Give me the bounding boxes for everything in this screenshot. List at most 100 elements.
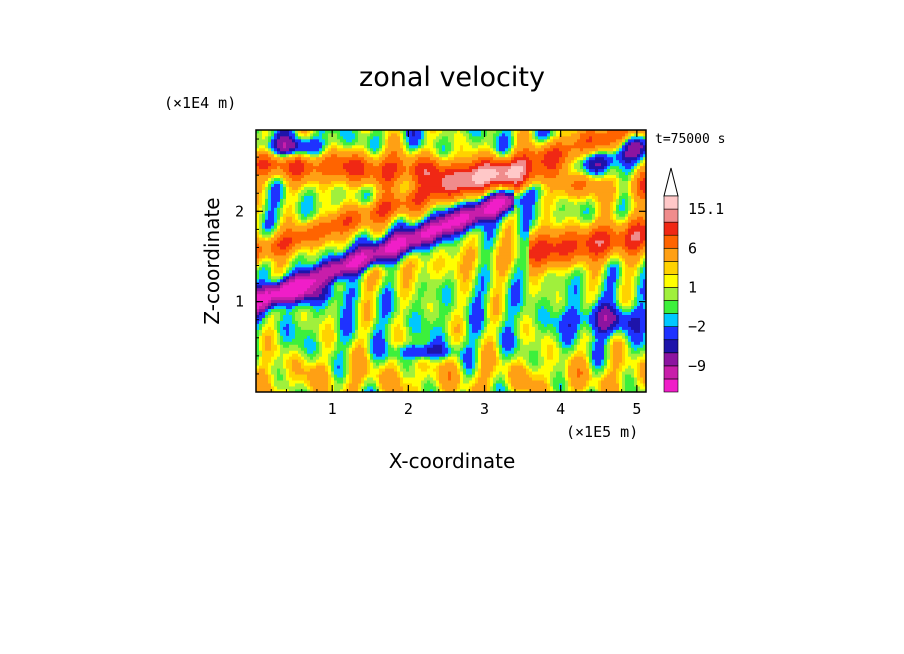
contour-cell	[397, 207, 401, 211]
contour-cell	[277, 287, 281, 292]
contour-cell	[373, 159, 377, 164]
contour-cell	[265, 147, 269, 152]
contour-cell	[391, 329, 395, 333]
contour-cell	[343, 231, 347, 235]
contour-cell	[421, 287, 425, 292]
contour-cell	[256, 255, 260, 259]
contour-cell	[334, 130, 338, 134]
contour-cell	[403, 308, 407, 313]
contour-cell	[286, 210, 290, 214]
contour-cell	[256, 198, 260, 202]
contour-cell	[292, 266, 296, 271]
contour-cell	[424, 198, 428, 202]
contour-cell	[403, 216, 407, 220]
contour-cell	[289, 353, 293, 357]
contour-cell	[265, 192, 269, 196]
contour-cell	[271, 216, 275, 220]
contour-cell	[364, 210, 368, 214]
contour-cell	[406, 332, 410, 336]
contour-cell	[397, 380, 401, 384]
contour-cell	[289, 302, 293, 307]
contour-cell	[358, 275, 362, 280]
contour-cell	[274, 353, 278, 357]
contour-cell	[397, 150, 401, 155]
contour-cell	[370, 359, 374, 363]
contour-cell	[364, 368, 368, 372]
contour-cell	[262, 153, 266, 158]
contour-cell	[262, 341, 266, 345]
contour-cell	[412, 138, 416, 143]
contour-cell	[307, 263, 311, 268]
contour-cell	[373, 198, 377, 202]
contour-cell	[376, 144, 380, 149]
contour-cell	[400, 204, 404, 208]
contour-cell	[283, 219, 287, 223]
contour-cell	[319, 302, 323, 307]
contour-cell	[391, 314, 395, 318]
contour-cell	[406, 165, 410, 170]
contour-cell	[262, 329, 266, 333]
contour-cell	[271, 338, 275, 342]
contour-cell	[256, 386, 260, 390]
contour-cell	[349, 296, 353, 301]
contour-cell	[415, 135, 419, 140]
contour-cell	[262, 347, 266, 351]
contour-cell	[274, 263, 278, 268]
contour-cell	[316, 350, 320, 354]
contour-cell	[421, 177, 425, 182]
contour-cell	[355, 138, 359, 143]
contour-cell	[409, 356, 413, 360]
contour-cell	[340, 231, 344, 235]
contour-cell	[385, 177, 389, 182]
contour-cell	[373, 311, 377, 315]
contour-cell	[298, 147, 302, 152]
contour-cell	[385, 216, 389, 220]
contour-cell	[301, 287, 305, 292]
contour-cell	[343, 302, 347, 307]
contour-cell	[403, 261, 407, 265]
contour-cell	[331, 159, 335, 164]
contour-cell	[349, 252, 353, 256]
contour-cell	[406, 204, 410, 208]
contour-cell	[298, 132, 302, 137]
contour-cell	[307, 130, 311, 134]
contour-cell	[277, 141, 281, 146]
contour-cell	[283, 323, 287, 327]
contour-cell	[268, 231, 272, 235]
contour-cell	[334, 162, 338, 167]
contour-cell	[415, 165, 419, 170]
contour-cell	[325, 237, 329, 241]
contour-cell	[346, 338, 350, 342]
contour-cell	[301, 338, 305, 342]
contour-cell	[307, 308, 311, 313]
contour-cell	[322, 219, 326, 223]
contour-cell	[295, 150, 299, 155]
contour-cell	[346, 138, 350, 143]
contour-cell	[307, 299, 311, 304]
contour-cell	[322, 320, 326, 324]
contour-cell	[418, 269, 422, 274]
contour-cell	[334, 284, 338, 289]
contour-cell	[379, 359, 383, 363]
contour-cell	[304, 293, 308, 298]
contour-cell	[307, 228, 311, 232]
contour-cell	[343, 135, 347, 140]
contour-cell	[346, 329, 350, 333]
contour-cell	[286, 380, 290, 384]
contour-cell	[364, 314, 368, 318]
contour-cell	[361, 189, 365, 193]
contour-cell	[334, 266, 338, 271]
contour-cell	[346, 174, 350, 179]
contour-cell	[334, 353, 338, 357]
contour-cell	[283, 296, 287, 301]
contour-cell	[364, 266, 368, 271]
contour-cell	[403, 281, 407, 286]
contour-cell	[385, 225, 389, 229]
contour-cell	[271, 255, 275, 259]
contour-cell	[367, 156, 371, 161]
contour-cell	[265, 359, 269, 363]
contour-cell	[334, 249, 338, 253]
contour-cell	[364, 258, 368, 262]
contour-cell	[280, 147, 284, 152]
contour-cell	[298, 353, 302, 357]
